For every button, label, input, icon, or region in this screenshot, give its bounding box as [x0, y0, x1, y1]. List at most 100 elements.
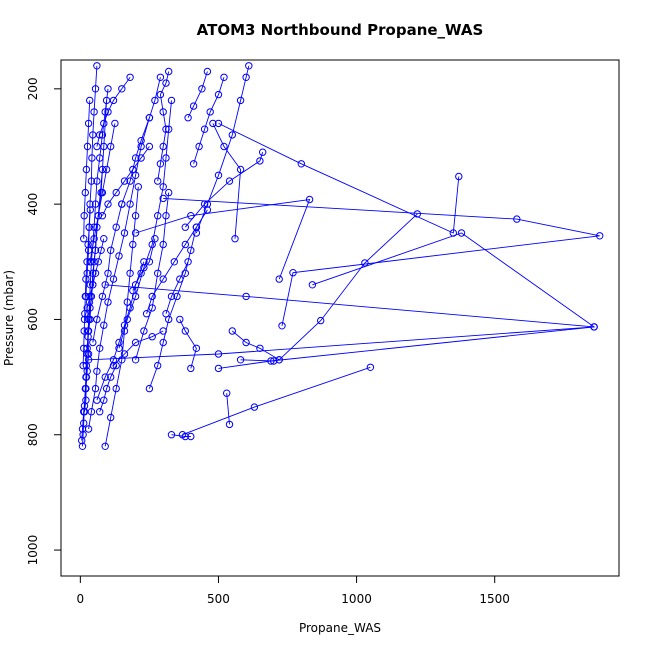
data-point — [256, 344, 264, 352]
series-line — [96, 77, 131, 147]
x-tick-label: 1000 — [341, 592, 372, 606]
data-point — [236, 96, 245, 105]
data-point — [162, 154, 170, 162]
series-6 — [82, 62, 101, 301]
data-point — [131, 154, 140, 162]
data-point — [79, 361, 87, 370]
data-point — [192, 223, 201, 231]
data-point — [93, 62, 101, 70]
data-point — [596, 232, 604, 240]
data-point — [78, 436, 86, 445]
data-point — [84, 356, 93, 364]
data-point — [83, 269, 91, 277]
data-point — [449, 229, 457, 237]
series-33 — [93, 258, 148, 404]
data-point — [154, 177, 162, 185]
data-point — [93, 315, 101, 324]
data-point — [131, 212, 140, 220]
data-point — [366, 363, 375, 371]
data-point — [83, 304, 91, 312]
data-point — [181, 223, 190, 231]
data-point — [85, 223, 93, 231]
data-point — [195, 142, 203, 151]
data-point — [184, 258, 192, 266]
data-point — [82, 396, 90, 404]
y-tick-label: 1000 — [26, 535, 40, 566]
data-point — [159, 240, 167, 249]
data-point — [84, 119, 93, 128]
data-point — [80, 408, 89, 416]
data-point — [98, 131, 107, 139]
data-point — [165, 125, 173, 133]
data-point — [129, 286, 137, 295]
series-20 — [192, 62, 253, 237]
data-point — [126, 304, 134, 312]
data-point — [82, 373, 91, 381]
data-point — [102, 384, 111, 393]
series-38 — [98, 142, 154, 220]
data-point — [112, 188, 120, 197]
data-point — [167, 292, 176, 301]
data-point — [206, 108, 214, 116]
data-point — [308, 281, 317, 289]
series-line — [163, 197, 600, 326]
data-point — [89, 131, 97, 139]
data-point — [126, 200, 134, 208]
data-point — [242, 73, 250, 82]
data-point — [214, 364, 223, 373]
data-point — [88, 154, 96, 162]
data-point — [89, 281, 97, 289]
data-point — [154, 212, 162, 220]
series-line — [135, 198, 311, 280]
series-line — [92, 203, 123, 343]
data-point — [129, 240, 137, 249]
data-point — [109, 356, 118, 364]
data-point — [93, 367, 101, 375]
data-point — [154, 269, 162, 277]
data-point — [83, 142, 92, 151]
y-axis: 200 400 600 800 1000 — [26, 77, 62, 566]
series-34 — [89, 200, 126, 347]
data-point — [225, 420, 234, 429]
series-23 — [115, 96, 176, 352]
data-point — [107, 413, 115, 422]
data-point — [214, 171, 223, 180]
data-point — [126, 269, 134, 277]
series-line — [83, 100, 91, 239]
data-point — [159, 142, 167, 151]
data-point — [148, 240, 156, 249]
data-point — [189, 160, 198, 168]
data-point — [159, 194, 167, 203]
data-point — [148, 292, 156, 301]
data-point — [187, 212, 195, 220]
data-point — [156, 73, 165, 82]
data-point — [89, 269, 97, 277]
series-35 — [86, 119, 119, 266]
data-point — [317, 316, 325, 325]
series-10 — [223, 389, 234, 429]
data-point — [82, 165, 91, 174]
data-point — [81, 188, 90, 197]
data-point — [87, 408, 96, 416]
data-point — [101, 442, 109, 450]
data-point — [245, 62, 253, 70]
data-point — [165, 188, 173, 197]
data-point — [256, 157, 264, 165]
data-point — [242, 292, 250, 301]
data-point — [203, 200, 212, 208]
data-point — [156, 90, 165, 99]
data-point — [297, 160, 305, 168]
x-tick-label: 0 — [77, 592, 85, 606]
data-point — [120, 321, 129, 329]
data-point — [94, 212, 103, 220]
series-layer — [78, 62, 604, 450]
series-line — [146, 209, 208, 314]
data-point — [107, 142, 115, 151]
data-point — [181, 327, 190, 335]
data-point — [98, 188, 107, 197]
data-point — [80, 315, 89, 324]
series-11 — [228, 327, 283, 365]
data-point — [159, 275, 167, 283]
data-point — [250, 403, 259, 411]
data-point — [189, 102, 198, 110]
